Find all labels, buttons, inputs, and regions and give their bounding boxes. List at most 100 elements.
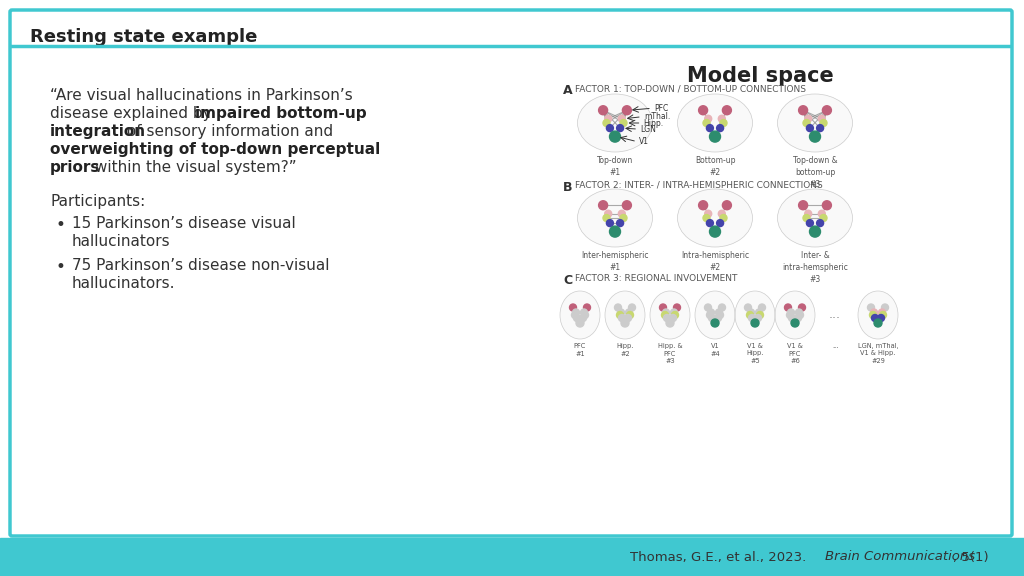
Circle shape — [717, 219, 724, 226]
Circle shape — [698, 106, 708, 115]
Circle shape — [799, 201, 808, 210]
Text: Intra-hemispheric
#2: Intra-hemispheric #2 — [681, 251, 750, 272]
Circle shape — [878, 314, 885, 321]
Circle shape — [666, 319, 674, 327]
FancyBboxPatch shape — [10, 10, 1012, 536]
Circle shape — [620, 214, 627, 222]
Circle shape — [616, 124, 624, 131]
Text: Resting state example: Resting state example — [30, 28, 257, 46]
Circle shape — [698, 201, 708, 210]
Ellipse shape — [605, 291, 645, 339]
Circle shape — [582, 312, 589, 319]
Circle shape — [718, 210, 725, 217]
Circle shape — [659, 304, 667, 311]
Circle shape — [629, 304, 636, 311]
Circle shape — [759, 304, 766, 311]
Circle shape — [606, 124, 613, 131]
Circle shape — [716, 309, 723, 316]
Circle shape — [572, 309, 580, 316]
Text: Bottom-up
#2: Bottom-up #2 — [694, 156, 735, 177]
Circle shape — [616, 219, 624, 226]
Circle shape — [707, 219, 714, 226]
Circle shape — [672, 312, 679, 319]
Circle shape — [571, 312, 579, 319]
Text: Hipp. &
PFC
#3: Hipp. & PFC #3 — [657, 343, 682, 364]
Text: LGN: LGN — [640, 124, 656, 134]
Ellipse shape — [678, 189, 753, 247]
Text: FACTOR 2: INTER- / INTRA-HEMISPHERIC CONNECTIONS: FACTOR 2: INTER- / INTRA-HEMISPHERIC CON… — [575, 181, 822, 190]
Circle shape — [822, 201, 831, 210]
Ellipse shape — [858, 291, 898, 339]
Text: V1: V1 — [639, 137, 649, 146]
Circle shape — [662, 312, 669, 319]
Circle shape — [822, 106, 831, 115]
Ellipse shape — [777, 189, 853, 247]
Circle shape — [799, 106, 808, 115]
Circle shape — [569, 304, 577, 311]
Circle shape — [573, 314, 581, 321]
Circle shape — [722, 106, 731, 115]
Text: , 5(1): , 5(1) — [953, 551, 988, 563]
Circle shape — [820, 214, 827, 222]
Text: Top-down
#1: Top-down #1 — [597, 156, 633, 177]
Circle shape — [803, 214, 810, 222]
Text: priors: priors — [50, 160, 100, 175]
Text: ...: ... — [831, 343, 839, 349]
Text: PFC: PFC — [654, 104, 668, 113]
Circle shape — [810, 131, 820, 142]
Text: Brain Communications: Brain Communications — [825, 551, 975, 563]
Circle shape — [708, 309, 715, 316]
Circle shape — [703, 214, 710, 222]
Text: integration: integration — [50, 124, 146, 139]
Circle shape — [709, 314, 716, 321]
Circle shape — [874, 319, 882, 327]
Ellipse shape — [775, 291, 815, 339]
Text: mThal.: mThal. — [644, 112, 670, 122]
Circle shape — [757, 312, 764, 319]
Text: “Are visual hallucinations in Parkinson’s: “Are visual hallucinations in Parkinson’… — [50, 88, 352, 103]
Circle shape — [879, 309, 886, 316]
Text: Top-down &
bottom-up
#3: Top-down & bottom-up #3 — [793, 156, 838, 188]
Circle shape — [617, 309, 625, 316]
Circle shape — [803, 119, 810, 127]
Text: Hipp.: Hipp. — [643, 119, 664, 127]
Circle shape — [720, 119, 727, 127]
Text: •: • — [55, 216, 65, 234]
Circle shape — [603, 119, 610, 127]
Ellipse shape — [695, 291, 735, 339]
Circle shape — [707, 312, 714, 319]
Circle shape — [722, 201, 731, 210]
Text: Inter-hemispheric
#1: Inter-hemispheric #1 — [582, 251, 649, 272]
Circle shape — [609, 226, 621, 237]
Text: Inter- &
intra-hemspheric
#3: Inter- & intra-hemspheric #3 — [782, 251, 848, 283]
Circle shape — [880, 312, 887, 319]
Text: impaired bottom-up: impaired bottom-up — [195, 106, 367, 121]
Circle shape — [623, 106, 632, 115]
Circle shape — [705, 115, 712, 122]
Circle shape — [867, 304, 874, 311]
Circle shape — [621, 319, 629, 327]
Circle shape — [720, 214, 727, 222]
Circle shape — [869, 312, 877, 319]
Circle shape — [618, 314, 626, 321]
Circle shape — [818, 115, 825, 122]
Circle shape — [705, 210, 712, 217]
Text: V1 &
Hipp.
#5: V1 & Hipp. #5 — [746, 343, 764, 364]
Circle shape — [810, 226, 820, 237]
Circle shape — [575, 319, 584, 327]
Circle shape — [791, 319, 799, 327]
Circle shape — [599, 106, 607, 115]
Text: 75 Parkinson’s disease non-visual: 75 Parkinson’s disease non-visual — [72, 258, 330, 273]
Text: within the visual system?”: within the visual system?” — [90, 160, 297, 175]
Circle shape — [820, 119, 827, 127]
Circle shape — [715, 314, 722, 321]
Circle shape — [627, 312, 634, 319]
Text: disease explained by: disease explained by — [50, 106, 216, 121]
Text: •: • — [55, 258, 65, 276]
Circle shape — [663, 309, 670, 316]
Ellipse shape — [578, 94, 652, 152]
Circle shape — [603, 214, 610, 222]
Circle shape — [626, 309, 633, 316]
Circle shape — [816, 124, 823, 131]
Text: V1
#4: V1 #4 — [710, 343, 720, 357]
